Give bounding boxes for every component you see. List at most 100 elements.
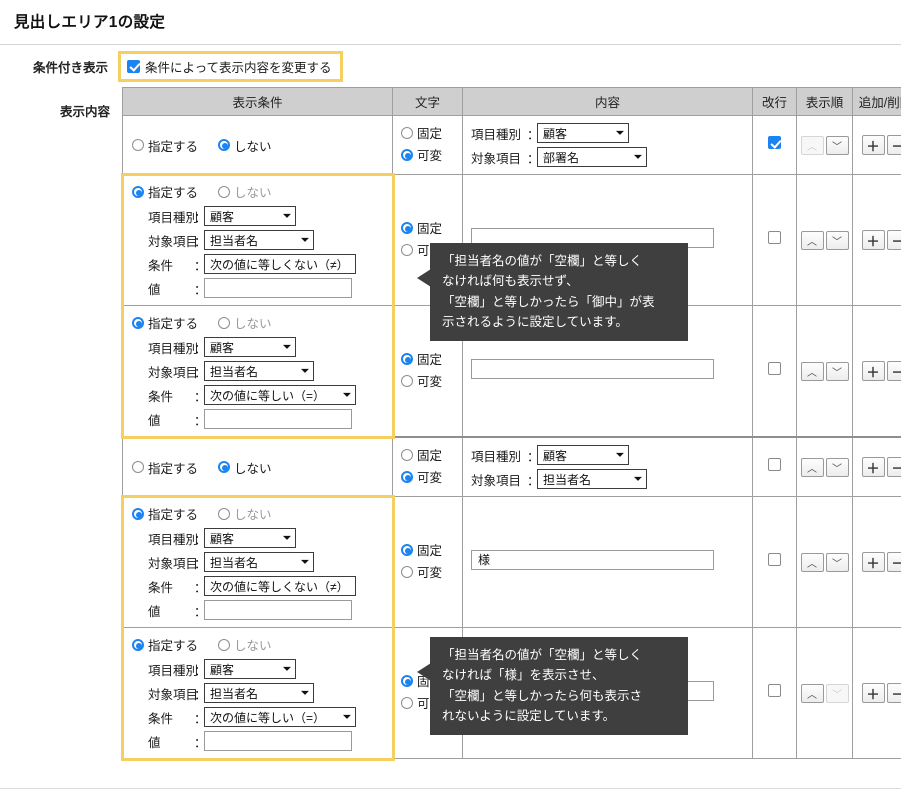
target-item-select[interactable]: 担当者名 ⏷ bbox=[204, 361, 314, 381]
radio-option[interactable]: しない bbox=[218, 313, 272, 332]
specify-radio-group[interactable]: 指定する しない bbox=[132, 182, 383, 201]
line-break-checkbox[interactable] bbox=[768, 362, 781, 375]
remove-row-button[interactable]: － bbox=[886, 230, 901, 250]
item-kind-select[interactable]: 顧客 ⏷ bbox=[204, 206, 296, 226]
radio-option[interactable]: 指定する bbox=[132, 458, 198, 477]
item-kind-select[interactable]: 顧客 ⏷ bbox=[204, 528, 296, 548]
radio-icon[interactable] bbox=[401, 148, 413, 161]
radio-option[interactable]: 指定する bbox=[132, 313, 198, 332]
content-item-kind-select[interactable]: 顧客 ⏷ bbox=[537, 123, 629, 143]
condition-select[interactable]: 次の値に等しくない（≠） ⏷ bbox=[204, 254, 356, 274]
radio-icon[interactable] bbox=[401, 126, 413, 139]
move-down-button[interactable]: ﹀ bbox=[825, 135, 849, 155]
radio-icon[interactable] bbox=[401, 470, 413, 483]
radio-option-fixed[interactable]: 固定 bbox=[401, 123, 456, 142]
move-up-button[interactable]: ︿ bbox=[800, 552, 824, 572]
move-up-button[interactable]: ︿ bbox=[800, 361, 824, 381]
value-input[interactable] bbox=[204, 600, 352, 620]
specify-radio-group[interactable]: 指定する しない bbox=[132, 635, 383, 654]
target-item-select[interactable]: 担当者名 ⏷ bbox=[204, 683, 314, 703]
add-row-button[interactable]: ＋ bbox=[861, 552, 885, 572]
fixed-text-input[interactable] bbox=[471, 358, 714, 379]
value-input[interactable] bbox=[204, 278, 352, 298]
conditional-display-checkbox-wrapper[interactable]: 条件によって表示内容を変更する bbox=[118, 50, 343, 82]
condition-select[interactable]: 次の値に等しくない（≠） ⏷ bbox=[204, 576, 356, 596]
radio-icon[interactable] bbox=[401, 243, 413, 256]
add-row-button[interactable]: ＋ bbox=[861, 361, 885, 381]
radio-icon[interactable] bbox=[401, 221, 413, 234]
item-kind-select[interactable]: 顧客 ⏷ bbox=[204, 659, 296, 679]
char-mode-radio-group[interactable]: 固定可変 bbox=[393, 533, 462, 591]
radio-icon[interactable] bbox=[218, 507, 231, 520]
move-down-button[interactable]: ﹀ bbox=[825, 683, 849, 703]
line-break-checkbox[interactable] bbox=[768, 136, 781, 149]
specify-radio-group[interactable]: 指定する しない bbox=[132, 504, 383, 523]
radio-option-variable[interactable]: 可変 bbox=[401, 371, 456, 390]
radio-icon[interactable] bbox=[218, 638, 231, 651]
move-up-button[interactable]: ︿ bbox=[800, 683, 824, 703]
condition-select[interactable]: 次の値に等しい（=） ⏷ bbox=[204, 385, 356, 405]
radio-icon[interactable] bbox=[218, 185, 231, 198]
radio-option-fixed[interactable]: 固定 bbox=[401, 349, 456, 368]
radio-option[interactable]: しない bbox=[218, 182, 272, 201]
radio-option[interactable]: 指定する bbox=[132, 504, 198, 523]
radio-icon[interactable] bbox=[401, 374, 413, 387]
line-break-checkbox[interactable] bbox=[768, 553, 781, 566]
radio-icon[interactable] bbox=[132, 185, 144, 198]
content-item-kind-select[interactable]: 顧客 ⏷ bbox=[537, 445, 629, 465]
move-up-button[interactable]: ︿ bbox=[800, 457, 824, 477]
add-row-button[interactable]: ＋ bbox=[861, 457, 885, 477]
radio-icon[interactable] bbox=[401, 448, 413, 461]
radio-icon[interactable] bbox=[132, 316, 144, 329]
radio-icon[interactable] bbox=[401, 543, 413, 556]
radio-icon[interactable] bbox=[132, 638, 144, 651]
char-mode-radio-group[interactable]: 固定可変 bbox=[393, 342, 462, 400]
item-kind-select[interactable]: 顧客 ⏷ bbox=[204, 337, 296, 357]
radio-icon[interactable] bbox=[218, 461, 231, 473]
radio-icon[interactable] bbox=[218, 316, 231, 329]
line-break-checkbox[interactable] bbox=[768, 231, 781, 244]
content-target-item-select[interactable]: 担当者名 ⏷ bbox=[537, 469, 647, 489]
add-row-button[interactable]: ＋ bbox=[861, 230, 885, 250]
remove-row-button[interactable]: － bbox=[886, 552, 901, 572]
fixed-text-input[interactable]: 様 bbox=[471, 549, 714, 570]
content-target-item-select[interactable]: 部署名 ⏷ bbox=[537, 147, 647, 167]
value-input[interactable] bbox=[204, 731, 352, 751]
char-mode-radio-group[interactable]: 固定可変 bbox=[393, 438, 462, 496]
target-item-select[interactable]: 担当者名 ⏷ bbox=[204, 230, 314, 250]
radio-option-fixed[interactable]: 固定 bbox=[401, 445, 456, 464]
radio-option[interactable]: しない bbox=[218, 458, 272, 477]
radio-option-fixed[interactable]: 固定 bbox=[401, 540, 456, 559]
radio-icon[interactable] bbox=[132, 507, 144, 520]
condition-select[interactable]: 次の値に等しい（=） ⏷ bbox=[204, 707, 356, 727]
target-item-select[interactable]: 担当者名 ⏷ bbox=[204, 552, 314, 572]
line-break-checkbox[interactable] bbox=[768, 684, 781, 697]
remove-row-button[interactable]: － bbox=[886, 135, 901, 155]
radio-option-variable[interactable]: 可変 bbox=[401, 467, 456, 486]
radio-option[interactable]: 指定する bbox=[132, 136, 198, 155]
move-down-button[interactable]: ﹀ bbox=[825, 552, 849, 572]
move-down-button[interactable]: ﹀ bbox=[825, 230, 849, 250]
radio-option-fixed[interactable]: 固定 bbox=[401, 218, 456, 237]
radio-icon[interactable] bbox=[401, 565, 413, 578]
line-break-checkbox[interactable] bbox=[768, 458, 781, 471]
move-down-button[interactable]: ﹀ bbox=[825, 361, 849, 381]
move-up-button[interactable]: ︿ bbox=[800, 230, 824, 250]
add-row-button[interactable]: ＋ bbox=[861, 135, 885, 155]
add-row-button[interactable]: ＋ bbox=[861, 683, 885, 703]
radio-option[interactable]: 指定する bbox=[132, 635, 198, 654]
radio-option-variable[interactable]: 可変 bbox=[401, 145, 456, 164]
specify-radio-group[interactable]: 指定する しない bbox=[132, 458, 383, 477]
radio-option-variable[interactable]: 可変 bbox=[401, 562, 456, 581]
remove-row-button[interactable]: － bbox=[886, 683, 901, 703]
radio-icon[interactable] bbox=[401, 674, 413, 687]
radio-option[interactable]: しない bbox=[218, 136, 272, 155]
remove-row-button[interactable]: － bbox=[886, 457, 901, 477]
radio-icon[interactable] bbox=[132, 139, 144, 151]
radio-icon[interactable] bbox=[401, 696, 413, 709]
specify-radio-group[interactable]: 指定する しない bbox=[132, 136, 383, 155]
move-up-button[interactable]: ︿ bbox=[800, 135, 824, 155]
specify-radio-group[interactable]: 指定する しない bbox=[132, 313, 383, 332]
value-input[interactable] bbox=[204, 409, 352, 429]
radio-option[interactable]: 指定する bbox=[132, 182, 198, 201]
